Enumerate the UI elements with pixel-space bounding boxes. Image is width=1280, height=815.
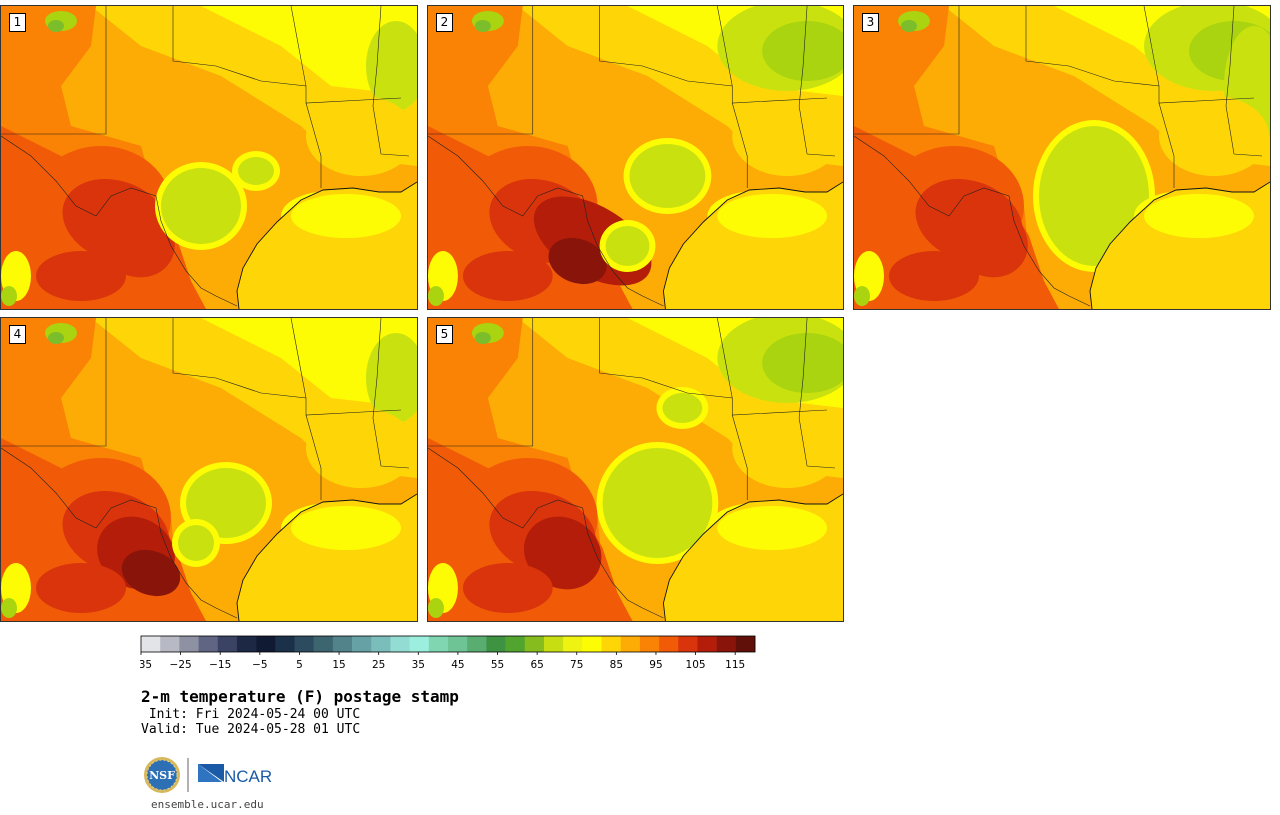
colorbar-swatch [352, 636, 372, 652]
colorbar-swatch [563, 636, 583, 652]
colorbar-tick-label: 55 [491, 659, 504, 671]
temperature-map [428, 6, 843, 309]
colorbar-tick-label: 85 [610, 659, 623, 671]
colorbar-tick-label: 5 [296, 659, 303, 671]
colorbar-swatch [179, 636, 199, 652]
member-label: 2 [436, 13, 453, 32]
colorbar-swatch [678, 636, 698, 652]
nsf-logo-text: NSF [149, 769, 175, 782]
colorbar-swatch [390, 636, 410, 652]
colorbar-swatch [256, 636, 276, 652]
colorbar-swatch [217, 636, 238, 652]
colorbar-swatch [275, 636, 295, 652]
map-panel-3: 3 [853, 5, 1271, 310]
colorbar-swatch [409, 636, 430, 652]
member-label: 4 [9, 325, 26, 344]
ncar-logo: NCAR [198, 764, 272, 786]
colorbar-swatch [697, 636, 717, 652]
colorbar-swatch [428, 636, 449, 652]
map-panel-4: 4 [0, 317, 418, 622]
colorbar-tick-label: 15 [332, 659, 345, 671]
colorbar-swatch [313, 636, 334, 652]
colorbar-swatch [141, 636, 161, 652]
colorbar-swatch [639, 636, 660, 652]
colorbar-swatch [716, 636, 737, 652]
colorbar-swatch [160, 636, 180, 652]
colorbar-swatch [332, 636, 353, 652]
colorbar-swatch [294, 636, 314, 652]
valid-time: Valid: Tue 2024-05-28 01 UTC [141, 722, 361, 737]
ncar-logo-text: NCAR [224, 767, 272, 786]
colorbar-swatch [620, 636, 641, 652]
colorbar-swatch [601, 636, 621, 652]
nsf-logo: NSF [144, 757, 180, 793]
colorbar-tick-label: 75 [570, 659, 583, 671]
temperature-map [428, 318, 843, 621]
colorbar-swatch [735, 636, 756, 652]
colorbar-tick-label: 35 [412, 659, 425, 671]
colorbar-swatch [486, 636, 506, 652]
chart-title: 2-m temperature (F) postage stamp [141, 687, 459, 706]
colorbar-tick-label: 25 [372, 659, 385, 671]
map-panel-1: 1 [0, 5, 418, 310]
website-url: ensemble.ucar.edu [151, 798, 264, 811]
colorbar-tick-label: −15 [209, 659, 231, 671]
colorbar-tick-label: −35 [140, 659, 152, 671]
temperature-map [1, 318, 417, 621]
colorbar-swatch [524, 636, 545, 652]
colorbar-swatch [659, 636, 679, 652]
temperature-map [854, 6, 1270, 309]
init-time: Init: Fri 2024-05-24 00 UTC [141, 707, 361, 722]
colorbar-tick-label: 105 [686, 659, 706, 671]
colorbar-tick-label: 65 [530, 659, 543, 671]
colorbar-swatch [582, 636, 602, 652]
colorbar-swatch [371, 636, 391, 652]
member-label: 5 [436, 325, 453, 344]
colorbar-swatch [505, 636, 526, 652]
map-panel-2: 2 [427, 5, 844, 310]
map-panel-5: 5 [427, 317, 844, 622]
colorbar-tick-label: 115 [725, 659, 745, 671]
colorbar-tick-label: 45 [451, 659, 464, 671]
logos: NSF NCAR [144, 757, 272, 793]
colorbar-tick-label: 95 [649, 659, 662, 671]
colorbar-swatch [198, 636, 219, 652]
colorbar-swatch [543, 636, 564, 652]
colorbar-swatch [467, 636, 487, 652]
member-label: 3 [862, 13, 879, 32]
colorbar: −35 −25 −15 −5 5 15 25 35 45 55 65 75 85 95 105 115 [140, 635, 756, 671]
colorbar-swatch [448, 636, 468, 652]
colorbar-tick-label: −25 [170, 659, 192, 671]
member-label: 1 [9, 13, 26, 32]
colorbar-swatch [236, 636, 257, 652]
temperature-map [1, 6, 417, 309]
colorbar-tick-label: −5 [252, 659, 267, 671]
